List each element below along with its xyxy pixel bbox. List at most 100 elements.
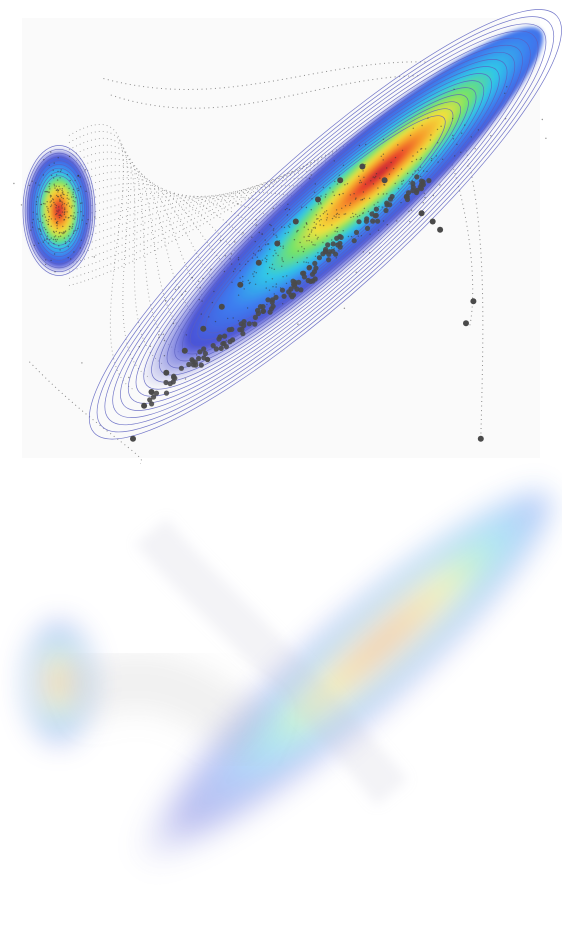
sample-point <box>239 270 241 272</box>
sample-point <box>181 293 183 295</box>
sample-point <box>338 216 340 219</box>
sample-point <box>237 294 240 296</box>
sample-point <box>394 156 397 159</box>
sample-point <box>56 223 59 225</box>
sample-point <box>282 303 284 305</box>
sample-point <box>408 180 411 183</box>
sample-point <box>317 203 320 205</box>
sample-point <box>234 268 236 270</box>
highlight-point <box>238 321 244 327</box>
highlight-point <box>313 265 319 271</box>
sample-point <box>364 183 367 185</box>
sample-point <box>344 205 347 207</box>
sample-point <box>460 151 462 153</box>
sample-point <box>424 196 426 199</box>
sample-point <box>331 217 334 220</box>
sample-point <box>47 223 49 225</box>
contour-line <box>96 16 555 433</box>
sample-point <box>79 186 82 188</box>
highlight-point <box>326 257 332 263</box>
sample-point <box>460 132 463 134</box>
sample-point <box>54 187 56 189</box>
sample-point <box>165 299 167 302</box>
sample-point <box>62 193 64 195</box>
sample-point <box>260 248 263 250</box>
sample-point <box>272 207 275 209</box>
sample-point <box>305 261 307 263</box>
blurred-density-fills <box>22 491 552 901</box>
sample-point <box>335 209 338 211</box>
sample-point <box>71 227 73 229</box>
sample-point <box>322 241 324 244</box>
sample-point <box>31 180 33 182</box>
sample-point <box>56 225 58 227</box>
highlight-point <box>351 238 357 244</box>
sample-point <box>60 215 63 217</box>
sample-point <box>72 200 74 202</box>
sample-point <box>299 241 301 244</box>
sample-point <box>363 197 365 200</box>
sample-point <box>59 200 61 202</box>
sample-point <box>273 268 275 270</box>
contour-line <box>127 44 523 404</box>
sample-point <box>315 223 317 225</box>
sample-point <box>307 262 309 264</box>
highlight-point <box>316 255 322 261</box>
highlight-point <box>289 294 295 300</box>
sample-point <box>316 218 318 220</box>
sample-point <box>46 235 49 237</box>
sample-point <box>335 213 338 216</box>
highlight-point <box>252 321 258 327</box>
sample-point <box>275 234 277 236</box>
highlight-point <box>246 321 252 327</box>
sample-point <box>464 124 466 126</box>
highlight-point <box>292 218 299 225</box>
sample-point <box>308 239 310 242</box>
sample-point <box>283 226 286 229</box>
highlight-point <box>279 287 286 293</box>
highlight-point <box>353 229 360 235</box>
sample-point <box>281 265 283 267</box>
sample-point <box>38 184 40 186</box>
sample-point <box>54 218 57 220</box>
sample-point <box>69 238 71 240</box>
sample-point <box>75 229 77 232</box>
sample-point <box>352 215 355 218</box>
sample-point <box>288 208 291 211</box>
sample-point <box>77 187 79 190</box>
highlight-point <box>381 177 388 184</box>
sample-point <box>436 128 439 131</box>
sample-point <box>336 227 338 229</box>
sample-point <box>415 158 418 161</box>
sample-point <box>303 226 305 228</box>
sample-point <box>355 271 357 273</box>
sample-point <box>266 303 268 306</box>
sample-point <box>72 223 74 225</box>
sample-point <box>211 301 214 304</box>
sample-point <box>50 237 52 239</box>
sample-point <box>305 206 308 209</box>
highlight-point <box>260 308 266 314</box>
sample-point <box>70 207 73 209</box>
sample-point <box>234 241 236 243</box>
sample-point <box>55 185 57 187</box>
highlight-point <box>218 303 225 310</box>
sample-point <box>358 214 361 217</box>
highlight-point <box>216 336 222 342</box>
sample-point <box>39 220 41 223</box>
highlight-point <box>290 278 296 284</box>
sample-point <box>232 317 234 319</box>
sample-point <box>408 210 410 213</box>
sample-point <box>58 185 60 188</box>
highlight-point <box>265 297 271 303</box>
sample-point <box>58 236 60 238</box>
blurred-density-fill <box>22 617 96 748</box>
sample-point <box>48 191 50 194</box>
highlight-point <box>163 390 170 396</box>
sample-point <box>273 228 275 230</box>
sample-point <box>49 183 51 185</box>
sample-point <box>412 155 414 157</box>
sample-point <box>59 170 62 173</box>
sample-point <box>267 243 269 245</box>
